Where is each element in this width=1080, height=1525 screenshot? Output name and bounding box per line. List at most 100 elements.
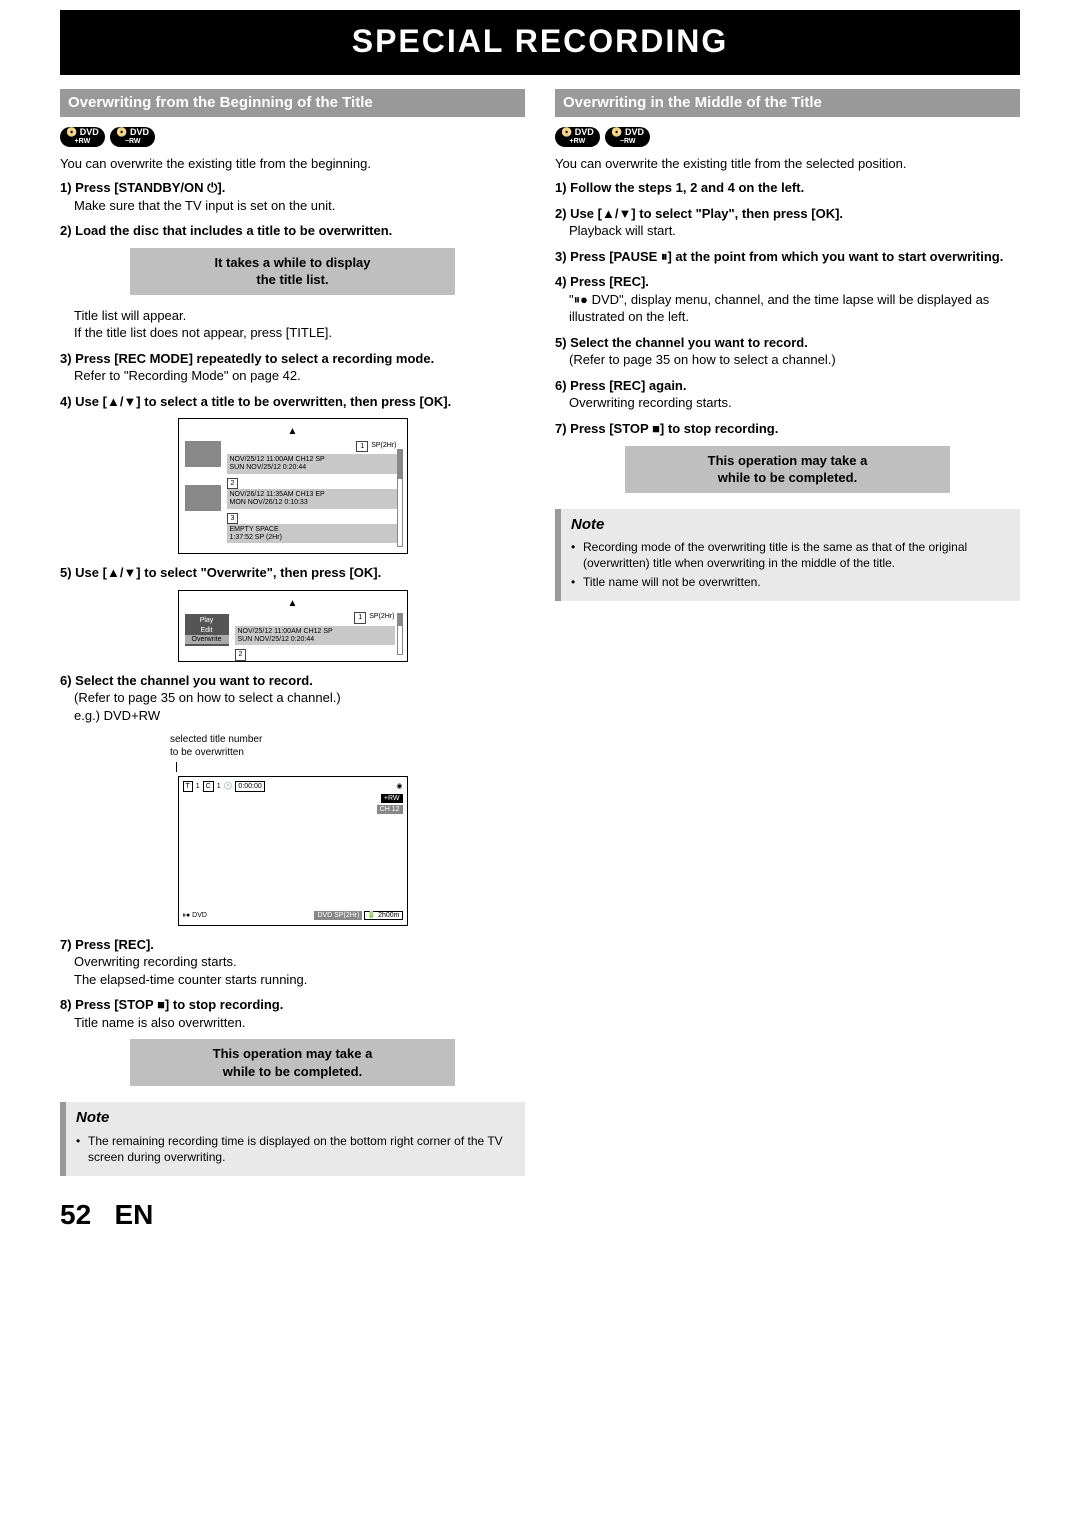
disc-spin-icon: ◉: [396, 782, 402, 791]
step-head: 6) Select the channel you want to record…: [60, 672, 525, 690]
rw-chip: +RW: [381, 794, 403, 803]
step-head: 5) Use [▲/▼] to select "Overwrite", then…: [60, 564, 525, 582]
intro-text: You can overwrite the existing title fro…: [555, 155, 1020, 173]
step-head: 6) Press [REC] again.: [555, 377, 1020, 395]
step-body: Playback will start.: [569, 222, 1020, 240]
step-example: e.g.) DVD+RW: [74, 707, 525, 725]
entry-line: EMPTY SPACE: [230, 526, 394, 534]
row-number: 1: [354, 612, 366, 623]
tv-row2: +RW: [183, 794, 403, 803]
text-line: If the title list does not appear, press…: [74, 324, 525, 342]
step-head: 3) Press [PAUSE ⏸] at the point from whi…: [555, 248, 1020, 266]
callout-line: This operation may take a: [140, 1045, 446, 1063]
entry-line: SUN NOV/25/12 0:20:44: [238, 636, 392, 644]
list-column: 1SP(2Hr) NOV/25/12 11:00AM CH12 SP SUN N…: [235, 612, 395, 660]
entry-line: MON NOV/26/12 0:10:33: [230, 499, 394, 507]
c-number: 1: [217, 782, 221, 791]
note-heading: Note: [571, 515, 1010, 535]
menu-overlay: Play Edit Overwrite: [185, 612, 229, 660]
step-r5: 5) Select the channel you want to record…: [555, 334, 1020, 369]
entry-line: SUN NOV/25/12 0:20:44: [230, 464, 394, 472]
badge-sub: −RW: [611, 138, 644, 145]
badge-sub: −RW: [116, 138, 149, 145]
callout-line: This operation may take a: [635, 452, 941, 470]
step-head: 1) Follow the steps 1, 2 and 4 on the le…: [555, 179, 1020, 197]
section-header-left: Overwriting from the Beginning of the Ti…: [60, 89, 525, 117]
badge-text: 📀 DVD: [116, 127, 149, 137]
entry-line: NOV/26/12 11:35AM CH13 EP: [230, 491, 394, 499]
scrollbar: [397, 613, 403, 655]
step-r7: 7) Press [STOP ■] to stop recording.: [555, 420, 1020, 438]
rec-mode-chip: DVD SP(2Hr): [314, 911, 362, 920]
page-language: EN: [115, 1199, 154, 1230]
step-r4: 4) Press [REC]. "⏸● DVD", display menu, …: [555, 273, 1020, 326]
note-item: Title name will not be overwritten.: [571, 574, 1010, 590]
step-head: 4) Use [▲/▼] to select a title to be ove…: [60, 393, 525, 411]
remaining-chip: 🔋 2h00m: [364, 911, 402, 920]
step-body: (Refer to page 35 on how to select a cha…: [569, 351, 1020, 369]
page-number: 52: [60, 1199, 91, 1230]
dvd-minus-rw-badge: 📀 DVD −RW: [605, 127, 650, 147]
step-head: 2) Use [▲/▼] to select "Play", then pres…: [555, 205, 1020, 223]
row-number: 1: [356, 441, 368, 452]
c-chip: C: [203, 781, 214, 792]
step-2-body: Title list will appear. If the title lis…: [74, 307, 525, 342]
title-entry: NOV/25/12 11:00AM CH12 SP SUN NOV/25/12 …: [227, 454, 397, 473]
mode-label: 1SP(2Hr): [227, 441, 397, 452]
tv-bottom-row: ⏸● DVD DVD SP(2Hr) 🔋 2h00m: [183, 911, 403, 920]
step-body: Make sure that the TV input is set on th…: [74, 197, 525, 215]
time-chip: 0:00:00: [235, 781, 264, 792]
step-r2: 2) Use [▲/▼] to select "Play", then pres…: [555, 205, 1020, 240]
step-5: 5) Use [▲/▼] to select "Overwrite", then…: [60, 564, 525, 582]
entry-line: 1:37:52 SP (2Hr): [230, 534, 394, 542]
left-column: Overwriting from the Beginning of the Ti…: [60, 89, 525, 1176]
step-1: 1) Press [STANDBY/ON ⏻]. Make sure that …: [60, 179, 525, 214]
up-arrow-icon: ▲: [185, 425, 401, 439]
callout-operation-wait-right: This operation may take a while to be co…: [625, 446, 951, 493]
step-head: 7) Press [STOP ■] to stop recording.: [555, 420, 1020, 438]
text-line: Title list will appear.: [74, 307, 525, 325]
step-body: Title name is also overwritten.: [74, 1014, 525, 1032]
row-number: 2: [235, 649, 247, 660]
step-6: 6) Select the channel you want to record…: [60, 672, 525, 725]
badge-text: 📀 DVD: [611, 127, 644, 137]
step-head: 8) Press [STOP ■] to stop recording.: [60, 996, 525, 1014]
two-column-layout: Overwriting from the Beginning of the Ti…: [60, 89, 1020, 1176]
step-body: "⏸● DVD", display menu, channel, and the…: [569, 291, 1020, 326]
entry-line: NOV/25/12 11:00AM CH12 SP: [230, 456, 394, 464]
page-title-bar: SPECIAL RECORDING: [60, 10, 1020, 75]
row-number: 3: [227, 513, 239, 524]
mode-label: 1SP(2Hr): [235, 612, 395, 623]
note-list: The remaining recording time is displaye…: [76, 1133, 515, 1165]
title-entry: NOV/26/12 11:35AM CH13 EP MON NOV/26/12 …: [227, 489, 397, 508]
step-3: 3) Press [REC MODE] repeatedly to select…: [60, 350, 525, 385]
note-list: Recording mode of the overwriting title …: [571, 539, 1010, 591]
badge-sub: +RW: [561, 138, 594, 145]
step-2: 2) Load the disc that includes a title t…: [60, 222, 525, 240]
annotation-leader-line: [176, 762, 177, 772]
scrollbar: [397, 449, 403, 547]
title-entry: EMPTY SPACE 1:37:52 SP (2Hr): [227, 524, 397, 543]
step-head: 3) Press [REC MODE] repeatedly to select…: [60, 350, 525, 368]
dvd-plus-rw-badge: 📀 DVD +RW: [555, 127, 600, 147]
annotation-text: selected title number to be overwritten: [170, 733, 525, 760]
step-body: Refer to "Recording Mode" on page 42.: [74, 367, 525, 385]
step-head: 4) Press [REC].: [555, 273, 1020, 291]
intro-text: You can overwrite the existing title fro…: [60, 155, 525, 173]
step-7: 7) Press [REC]. Overwriting recording st…: [60, 936, 525, 989]
badge-sub: +RW: [66, 138, 99, 145]
right-column: Overwriting in the Middle of the Title 📀…: [555, 89, 1020, 1176]
tv-top-row: T 1 C 1 🕐 0:00:00 ◉: [183, 781, 403, 792]
annotation-line2: to be overwritten: [170, 747, 244, 758]
title-list-screen-1: ▲ 1SP(2Hr) NOV/25/12 11:00AM CH12 SP SUN…: [178, 418, 408, 554]
scrollbar-thumb: [398, 614, 402, 626]
thumbnail: [185, 485, 221, 511]
step-r6: 6) Press [REC] again. Overwriting record…: [555, 377, 1020, 412]
list-column: 1SP(2Hr) NOV/25/12 11:00AM CH12 SP SUN N…: [227, 441, 397, 547]
tv-row3: CH 12: [183, 805, 403, 814]
header-mode: SP(2Hr): [369, 612, 394, 621]
annotation-line1: selected title number: [170, 734, 262, 745]
t-number: 1: [196, 782, 200, 791]
menu-item: Play: [185, 616, 229, 625]
step-body: The elapsed-time counter starts running.: [74, 971, 525, 989]
